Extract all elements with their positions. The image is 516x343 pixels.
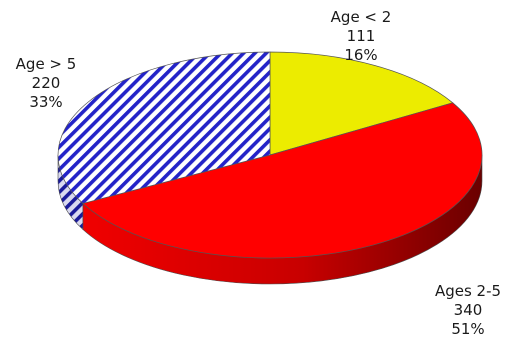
slice-label-text: Age > 5 (15, 55, 77, 73)
pie-slice-2 (57, 51, 271, 204)
slice-value: 220 (31, 74, 61, 92)
slice-value: 111 (346, 27, 376, 45)
slice-label-text: Ages 2-5 (434, 282, 502, 300)
pie-slice-1 (82, 102, 483, 259)
slice-label-age-under-2: Age < 2 111 16% (306, 8, 416, 65)
slice-percent: 33% (29, 93, 63, 111)
slice-label-text: Age < 2 (330, 8, 392, 26)
slice-label-age-over-5: Age > 5 220 33% (0, 55, 92, 112)
pie-slice-0 (269, 51, 454, 156)
slice-label-ages-2-5: Ages 2-5 340 51% (420, 282, 516, 339)
slice-percent: 16% (344, 46, 378, 64)
slice-percent: 51% (451, 320, 485, 338)
slice-value: 340 (453, 301, 483, 319)
